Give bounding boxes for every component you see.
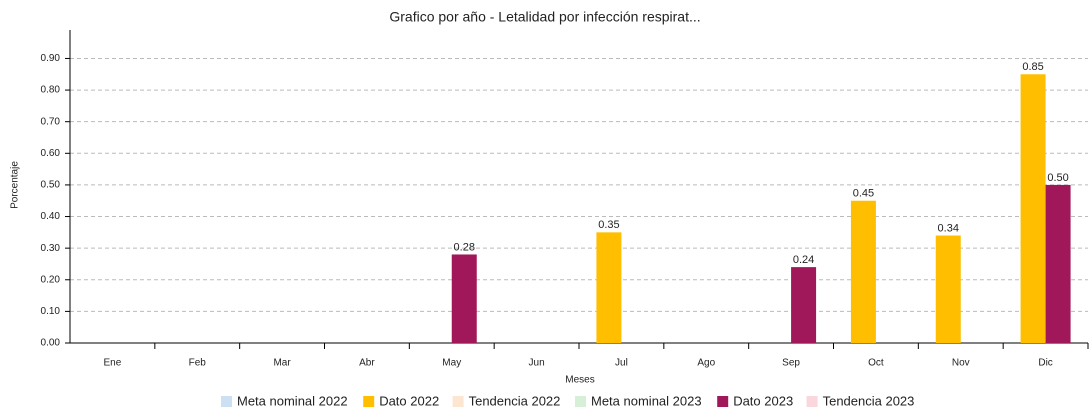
x-tick-label: Jul: [615, 358, 628, 369]
y-tick-label: 0.80: [41, 85, 61, 96]
y-tick-label: 0.10: [41, 306, 61, 317]
bar: [1020, 74, 1046, 343]
data-label: 0.85: [1022, 61, 1043, 73]
x-tick-label: Sep: [782, 358, 800, 369]
x-axis-label: Meses: [565, 375, 594, 386]
bar: [596, 232, 622, 343]
x-tick-label: Jun: [529, 358, 545, 369]
x-tick-label: Mar: [273, 358, 291, 369]
bar: [850, 200, 876, 343]
legend-swatch: [806, 396, 818, 407]
chart-title: Grafico por año - Letalidad por infecció…: [389, 9, 700, 25]
y-tick-label: 0.30: [41, 243, 61, 254]
legend-swatch: [221, 396, 232, 407]
bar: [935, 235, 961, 343]
y-axis-label: Porcentaje: [10, 161, 21, 209]
x-tick-label: Dic: [1038, 358, 1052, 369]
y-tick-label: 0.90: [41, 53, 61, 64]
legend-swatch: [575, 396, 586, 407]
bar: [1045, 184, 1071, 343]
legend-label: Tendencia 2023: [823, 393, 915, 408]
legend-label: Tendencia 2022: [469, 393, 561, 408]
y-tick-label: 0.70: [41, 116, 61, 127]
legend-label: Meta nominal 2022: [237, 393, 348, 408]
data-label: 0.28: [454, 241, 475, 253]
x-tick-label: May: [442, 358, 461, 369]
legend-swatch: [452, 396, 464, 407]
y-tick-label: 0.20: [41, 274, 61, 285]
y-tick-label: 0.40: [41, 211, 61, 222]
data-label: 0.45: [853, 188, 874, 200]
data-label: 0.50: [1047, 172, 1068, 184]
y-tick-label: 0.50: [41, 180, 61, 191]
y-tick-label: 0.60: [41, 148, 61, 159]
bar: [791, 267, 817, 343]
legend-swatch: [717, 396, 729, 407]
x-tick-label: Feb: [189, 358, 207, 369]
x-tick-label: Abr: [359, 358, 375, 369]
x-tick-label: Ago: [697, 358, 715, 369]
legend-label: Dato 2023: [733, 393, 793, 408]
legend-swatch: [363, 396, 375, 407]
y-tick-label: 0.00: [41, 338, 61, 349]
data-label: 0.24: [793, 254, 814, 266]
bar: [451, 254, 477, 343]
x-tick-label: Oct: [868, 358, 884, 369]
data-label: 0.35: [598, 219, 619, 231]
legend-label: Dato 2022: [379, 393, 439, 408]
data-label: 0.34: [938, 222, 959, 234]
x-tick-label: Ene: [104, 358, 122, 369]
x-tick-label: Nov: [952, 358, 970, 369]
legend-label: Meta nominal 2023: [591, 393, 702, 408]
